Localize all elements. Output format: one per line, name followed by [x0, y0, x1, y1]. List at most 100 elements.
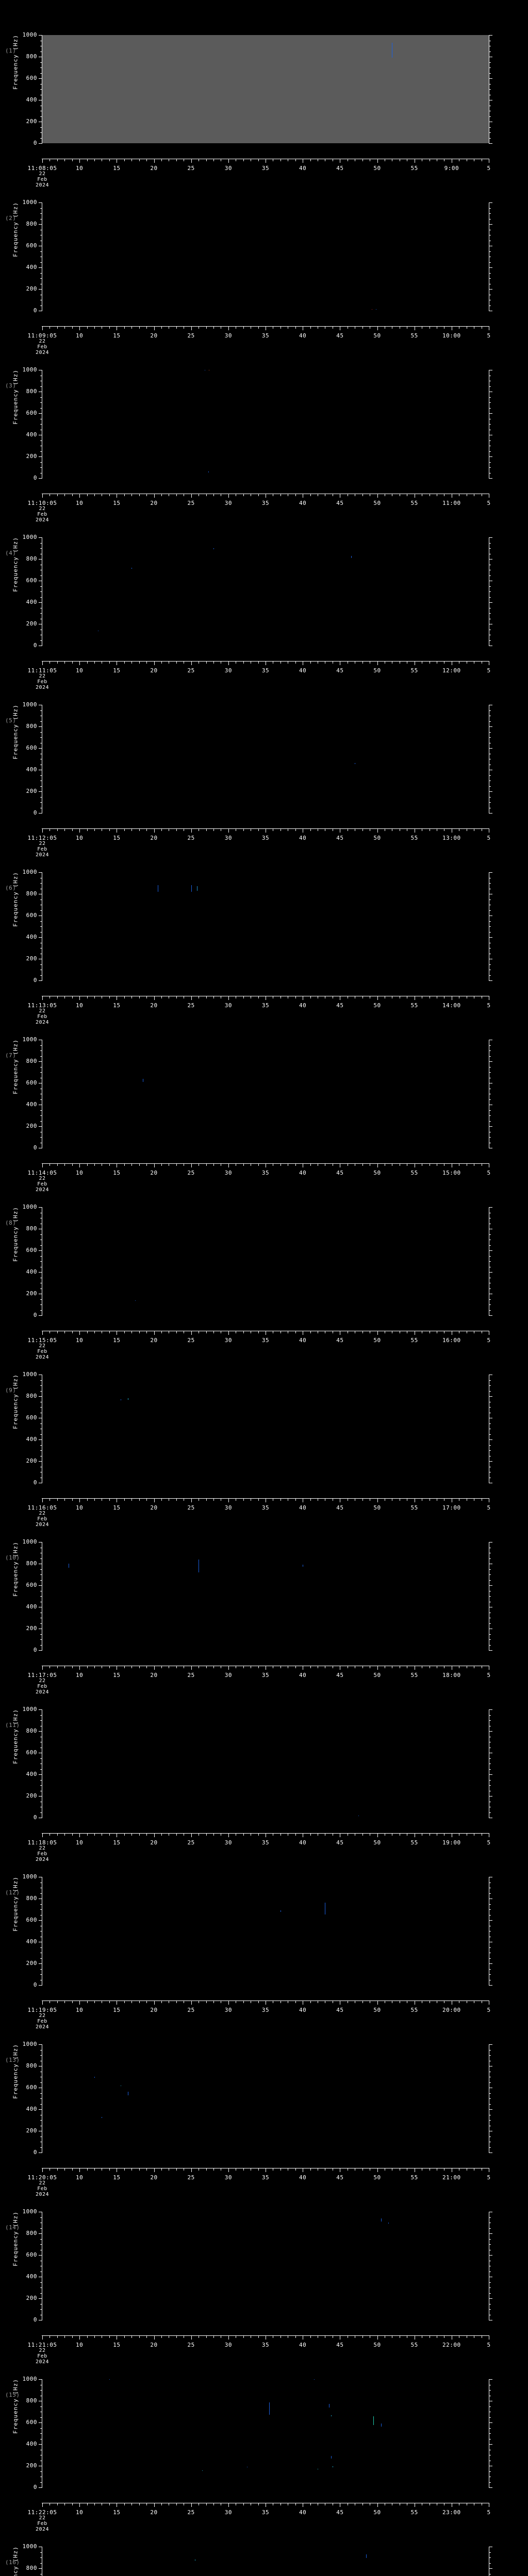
x-axis-minor-tick — [139, 828, 140, 831]
x-axis-minor-tick — [72, 2168, 73, 2171]
x-axis-tick-label: 35 — [261, 1839, 270, 1846]
y-axis-tick-label: 800 — [26, 53, 37, 60]
x-axis-tick-label: 55 — [410, 2342, 418, 2348]
x-axis-minor-tick — [295, 1331, 296, 1333]
y-axis-minor-tick — [40, 775, 42, 776]
x-axis-minor-tick — [87, 326, 88, 329]
date-year: 2024 — [35, 1020, 50, 1025]
x-axis-start-time-label: 11:21:05 — [27, 2342, 57, 2348]
x-axis-tick — [191, 1163, 192, 1167]
x-axis-minor-tick — [94, 326, 95, 329]
x-axis-minor-tick — [124, 828, 125, 831]
y-axis-minor-tick — [40, 802, 42, 803]
x-axis-minor-tick — [310, 2168, 311, 2171]
x-axis-tick — [79, 996, 80, 1000]
x-axis-start-time-label: 11:09:05 — [27, 332, 57, 339]
x-axis-start-time-label: 11:10:05 — [27, 500, 57, 506]
x-axis-tick-label: 35 — [261, 165, 270, 172]
y-axis-tick-label: 600 — [26, 1414, 37, 1421]
y-axis-minor-tick — [40, 613, 42, 614]
x-axis-tick — [42, 1666, 43, 1670]
x-axis-tick — [377, 1666, 378, 1670]
x-axis-minor-tick — [295, 996, 296, 998]
date-year: 2024 — [35, 2527, 50, 2532]
y-axis-minor-tick — [40, 1072, 42, 1073]
x-axis-tick-label: 15 — [113, 1672, 121, 1679]
x-axis-tick-label: 45 — [336, 1337, 344, 1344]
x-axis-minor-tick — [362, 1163, 363, 1166]
x-axis-tick — [228, 1833, 229, 1837]
x-axis-tick — [377, 1833, 378, 1837]
x-axis-tick-label: 10 — [76, 165, 84, 172]
y-axis-minor-tick-right — [489, 2239, 491, 2240]
panel-index-label: (16) — [5, 2559, 20, 2566]
x-axis-minor-tick — [64, 2168, 65, 2171]
x-axis-tick — [154, 1163, 155, 1167]
y-axis-tick-right — [489, 1709, 492, 1710]
y-axis-minor-tick — [40, 1893, 42, 1894]
y-axis-tick-label: 200 — [26, 2462, 37, 2469]
x-axis-tick-label: 25 — [187, 2174, 195, 2181]
y-axis-minor-tick — [40, 591, 42, 592]
x-axis-minor-tick — [295, 661, 296, 664]
spectrogram-panel: 1000 800 600 400 200 0 Frequency (Hz) (8) 11:15:… — [0, 1200, 528, 1367]
date-month: Feb — [37, 2186, 47, 2192]
x-axis-minor-tick — [146, 1833, 147, 1836]
y-axis-minor-tick-right — [489, 575, 491, 576]
x-axis-tick — [154, 1833, 155, 1837]
x-axis-tick-label: 50 — [373, 2342, 381, 2348]
y-axis-minor-tick — [40, 1099, 42, 1100]
x-axis-tick — [228, 828, 229, 833]
x-axis-minor-tick — [109, 1833, 110, 1836]
y-axis-title: Frequency (Hz) — [12, 1709, 19, 1764]
x-axis-minor-tick — [64, 159, 65, 161]
date-day: 22 — [39, 1511, 46, 1516]
detection-track — [208, 471, 209, 472]
y-axis-minor-tick — [40, 1050, 42, 1051]
x-axis-tick — [191, 1331, 192, 1335]
x-axis-minute-rollover-label: 16:00 — [442, 1337, 461, 1344]
x-axis-tick — [228, 159, 229, 163]
y-axis-tick-label: 800 — [26, 890, 37, 897]
date-month: Feb — [37, 2521, 47, 2527]
x-axis-minor-tick — [280, 1833, 281, 1836]
y-axis-tick-right — [489, 289, 492, 290]
x-axis-tick — [154, 2503, 155, 2507]
y-axis-minor-tick-right — [489, 1580, 491, 1581]
x-axis-minor-tick — [87, 1833, 88, 1836]
x-axis-minor-tick — [139, 1498, 140, 1501]
x-axis-minor-tick — [295, 2335, 296, 2338]
x-axis-tick-label: 40 — [299, 1337, 307, 1344]
y-axis-tick-label: 600 — [26, 1079, 37, 1086]
y-axis-minor-tick — [40, 921, 42, 922]
y-axis-minor-tick — [40, 883, 42, 884]
x-axis-minor-tick — [146, 996, 147, 998]
x-axis-tick-label: 50 — [373, 2174, 381, 2181]
x-axis-tick-label: 10 — [76, 1337, 84, 1344]
x-axis-tick — [79, 1666, 80, 1670]
x-axis-minor-tick — [258, 661, 259, 664]
x-axis-minor-tick — [213, 494, 214, 496]
y-axis-minor-tick-right — [489, 1391, 491, 1392]
y-axis-tick-label: 800 — [26, 723, 37, 730]
y-axis-minor-tick-right — [489, 548, 491, 549]
x-axis-minor-tick — [109, 2335, 110, 2338]
x-axis-minor-tick — [362, 159, 363, 161]
x-axis-minor-tick — [362, 1498, 363, 1501]
date-day: 22 — [39, 1678, 46, 1684]
y-axis-tick-right — [489, 224, 492, 225]
y-axis-tick-label: 400 — [26, 264, 37, 270]
y-axis-tick-label: 0 — [33, 140, 37, 146]
x-axis-tick — [154, 326, 155, 330]
y-axis-tick-right — [489, 1439, 492, 1440]
y-axis-minor-tick — [40, 2390, 42, 2391]
x-axis-tick-label: 50 — [373, 835, 381, 841]
x-axis-minor-tick — [280, 2001, 281, 2003]
y-axis-tick-right — [489, 1985, 492, 1986]
x-axis-tick-label: 50 — [373, 1839, 381, 1846]
y-axis-minor-tick — [40, 1445, 42, 1446]
x-axis-minor-tick — [362, 2001, 363, 2003]
x-axis-minor-tick — [131, 494, 133, 496]
x-axis-tick-label: 45 — [336, 1504, 344, 1511]
y-axis-minor-tick-right — [489, 127, 491, 128]
